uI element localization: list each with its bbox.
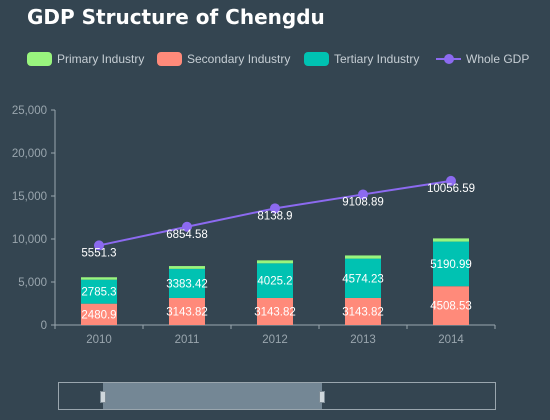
bar-tertiary	[169, 268, 205, 298]
bar-secondary	[433, 286, 469, 325]
y-tick-label: 10,000	[12, 234, 47, 246]
data-label-tertiary: 2785.3	[81, 287, 116, 299]
data-label-secondary: 3143.82	[166, 306, 208, 318]
data-label-whole-gdp: 6854.58	[166, 229, 208, 241]
x-tick-label: 2014	[438, 334, 464, 346]
chart-title: GDP Structure of Chengdu	[27, 5, 325, 29]
legend-item-primary[interactable]: Primary Industry	[27, 50, 144, 68]
bar-tertiary	[257, 263, 293, 298]
bar-secondary	[81, 303, 117, 325]
legend-swatch-secondary	[157, 52, 182, 66]
bar-tertiary	[433, 241, 469, 287]
legend-swatch-primary	[27, 52, 52, 66]
data-label-whole-gdp: 8138.9	[257, 210, 292, 222]
data-zoom-left-handle[interactable]	[99, 391, 106, 403]
bar-tertiary	[81, 279, 117, 304]
data-label-secondary: 3143.82	[342, 306, 384, 318]
legend: Primary Industry Secondary Industry Tert…	[0, 50, 550, 68]
x-tick-label: 2010	[86, 334, 112, 346]
y-tick-label: 0	[41, 320, 47, 332]
bar-primary	[433, 238, 469, 242]
legend-swatch-tertiary	[304, 52, 329, 66]
y-tick-label: 15,000	[12, 191, 47, 203]
data-zoom-right-handle[interactable]	[318, 391, 325, 403]
point-whole-gdp	[446, 175, 456, 186]
data-label-whole-gdp: 5551.3	[81, 247, 116, 259]
data-zoom-slider[interactable]	[58, 382, 496, 410]
legend-item-secondary[interactable]: Secondary Industry	[157, 50, 290, 68]
bar-secondary	[257, 297, 293, 325]
legend-label-primary: Primary Industry	[57, 52, 145, 66]
data-label-whole-gdp: 9108.89	[342, 196, 384, 208]
x-tick-label: 2011	[175, 334, 200, 346]
y-tick-label: 25,000	[12, 105, 47, 117]
data-label-tertiary: 5190.99	[430, 259, 472, 271]
data-label-secondary: 4508.53	[430, 301, 472, 313]
point-whole-gdp	[270, 203, 280, 214]
data-label-whole-gdp: 10056.59	[427, 183, 475, 195]
legend-label-tertiary: Tertiary Industry	[334, 52, 420, 66]
y-tick-label: 5,000	[18, 277, 47, 289]
data-label-tertiary: 4574.23	[342, 273, 384, 285]
bar-primary	[345, 255, 381, 259]
point-whole-gdp	[94, 240, 104, 251]
bar-secondary	[345, 297, 381, 325]
x-tick-label: 2012	[262, 334, 288, 346]
point-whole-gdp	[358, 189, 368, 200]
data-zoom-window[interactable]	[102, 383, 322, 409]
legend-label-secondary: Secondary Industry	[187, 52, 291, 66]
y-tick-label: 20,000	[12, 148, 47, 160]
data-label-tertiary: 4025.2	[257, 276, 292, 288]
point-whole-gdp	[182, 221, 192, 232]
data-label-tertiary: 3383.42	[166, 278, 208, 290]
bar-primary	[81, 277, 117, 280]
bar-secondary	[169, 297, 205, 325]
x-tick-label: 2013	[350, 334, 376, 346]
legend-swatch-whole-gdp	[436, 52, 461, 66]
legend-label-whole-gdp: Whole GDP	[466, 52, 530, 66]
bar-primary	[257, 260, 293, 264]
bar-primary	[169, 266, 205, 269]
legend-item-tertiary[interactable]: Tertiary Industry	[304, 50, 419, 68]
legend-item-whole-gdp[interactable]: Whole GDP	[436, 50, 529, 68]
data-label-secondary: 2480.9	[81, 309, 116, 321]
bar-tertiary	[345, 258, 381, 298]
data-label-secondary: 3143.82	[254, 306, 296, 318]
